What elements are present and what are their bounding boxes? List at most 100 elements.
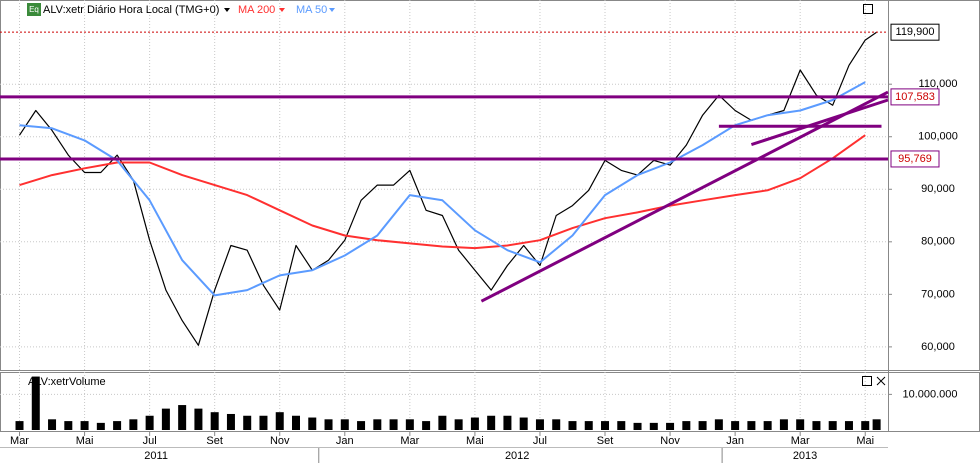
volume-bar [487, 415, 496, 430]
volume-bar [633, 422, 642, 430]
series-line [19, 134, 866, 250]
maximize-button[interactable] [863, 4, 873, 14]
dropdown-arrow[interactable] [279, 8, 285, 12]
volume-bar [872, 419, 881, 430]
volume-bar [340, 419, 349, 430]
level-label: 107,583 [895, 91, 935, 103]
x-tick-label: Mar [10, 435, 29, 447]
volume-bar [861, 421, 870, 430]
y-tick-label: 110,000 [919, 78, 958, 90]
volume-bar [389, 419, 398, 430]
level-label-box [890, 150, 940, 168]
y-tick-label: 80,000 [921, 236, 955, 248]
volume-bar [666, 422, 675, 430]
volume-bar [844, 421, 853, 430]
volume-bar [113, 421, 122, 430]
plot [0, 31, 889, 430]
volume-bar [226, 413, 235, 430]
volume-bar [243, 415, 252, 430]
volume-bar [698, 421, 707, 430]
volume-bar [617, 421, 626, 430]
volume-bar [519, 417, 528, 430]
volume-bar [731, 421, 740, 430]
volume-bar [682, 421, 691, 430]
series-line [19, 81, 866, 297]
x-tick-label: Mar [791, 435, 810, 447]
maximize-button[interactable] [862, 376, 872, 386]
x-tick-label: Jul [143, 435, 157, 447]
x-tick-label: Nov [660, 435, 680, 447]
volume-bar [763, 421, 772, 430]
volume-bar [535, 419, 544, 430]
volume-bar [48, 419, 57, 430]
volume-bar [259, 415, 268, 430]
legend-ma50[interactable]: MA 50 [296, 4, 327, 16]
volume-bar [601, 421, 610, 430]
volume-bar [552, 419, 561, 430]
series-line [18, 31, 877, 346]
symbol-label[interactable]: ALV:xetr Diário Hora Local (TMG+0) [43, 4, 219, 16]
volume-bar [422, 421, 431, 430]
eq-icon[interactable] [27, 3, 41, 16]
volume-bar [194, 408, 203, 430]
y-tick-label: 90,000 [921, 183, 955, 195]
year-label: 2013 [793, 450, 817, 462]
volume-bar [584, 421, 593, 430]
volume-bar [129, 419, 138, 430]
volume-bar [649, 422, 658, 430]
volume-bar [373, 419, 382, 430]
volume-bar [292, 415, 300, 430]
year-label: 2012 [505, 450, 529, 462]
x-tick-label: Mai [76, 435, 94, 447]
dropdown-arrow[interactable] [329, 8, 335, 12]
x-tick-label: Jul [533, 435, 547, 447]
x-tick-label: Nov [270, 435, 290, 447]
volume-bar [324, 419, 333, 430]
y-tick-label: 100,000 [918, 131, 958, 143]
level-label: 119,900 [896, 26, 935, 38]
trendline [480, 90, 889, 303]
level-label: 95,769 [898, 153, 932, 165]
trendline [750, 98, 889, 147]
volume-bar [470, 417, 479, 430]
volume-bar [812, 421, 821, 430]
volume-bar [80, 421, 89, 430]
level-label-box [890, 88, 940, 106]
volume-bar [779, 419, 788, 430]
close-button[interactable] [876, 376, 886, 386]
volume-bar [796, 419, 805, 430]
volume-bar [178, 405, 187, 430]
volume-bar [96, 422, 105, 430]
legend-ma200[interactable]: MA 200 [238, 4, 275, 16]
x-tick-label: Mar [400, 435, 419, 447]
volume-bar [31, 376, 40, 430]
volume-bar [275, 412, 284, 430]
x-tick-label: Mai [856, 435, 874, 447]
grid [0, 0, 888, 432]
year-label: 2011 [144, 450, 168, 462]
eq-icon-label: Eq [29, 5, 39, 14]
volume-bar [308, 417, 317, 430]
volume-bar [15, 421, 24, 430]
volume-bar [714, 419, 723, 430]
volume-bar [747, 421, 756, 430]
volume-bar [405, 419, 414, 430]
volume-bar [210, 412, 219, 430]
volume-bar [161, 408, 170, 430]
x-tick-label: Set [597, 435, 614, 447]
x-tick-label: Mai [466, 435, 484, 447]
volume-bar [454, 419, 463, 430]
y-tick-label: 60,000 [921, 341, 955, 353]
volume-bar [145, 415, 154, 430]
volume-bar [438, 415, 447, 430]
x-tick-label: Jan [336, 435, 354, 447]
volume-bar [357, 421, 366, 430]
volume-bar [64, 421, 73, 430]
y-tick-label: 70,000 [921, 288, 955, 300]
volume-title: ALV:xetrVolume [28, 376, 106, 388]
x-tick-label: Jan [726, 435, 744, 447]
dropdown-arrow[interactable] [224, 8, 230, 12]
y-tick-label: 10.000.000 [902, 388, 957, 400]
